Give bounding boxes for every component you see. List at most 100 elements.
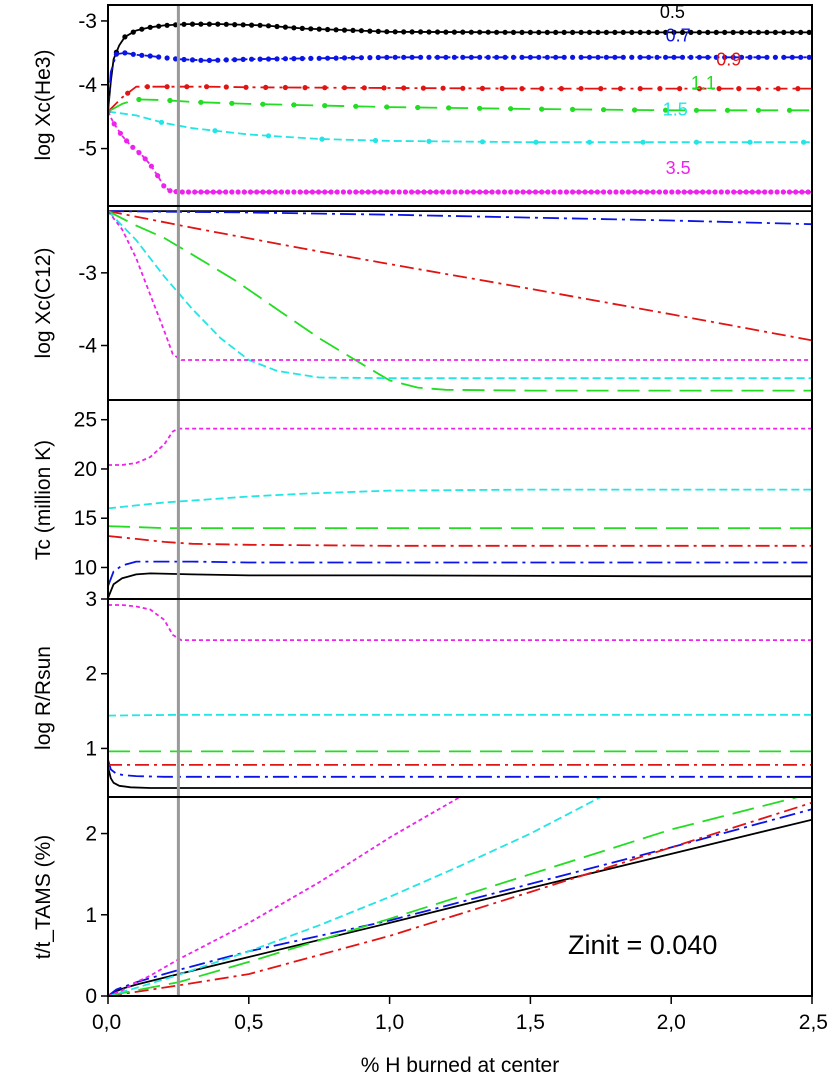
marker-3_5 [712, 189, 718, 195]
marker-3_5 [260, 189, 266, 195]
x-axis-label: % H burned at center [361, 1054, 559, 1077]
marker-0_7 [139, 52, 145, 58]
marker-0_9 [795, 86, 801, 92]
marker-3_5 [216, 189, 223, 195]
marker-3_5 [805, 189, 811, 195]
marker-3_5 [179, 189, 185, 195]
marker-3_5 [793, 189, 799, 195]
ytick-label-c12: -4 [78, 335, 97, 358]
series-line-tc-0_5 [108, 572, 812, 599]
marker-0_5 [502, 29, 508, 35]
marker-3_5 [539, 189, 545, 195]
marker-0_7 [122, 50, 128, 56]
marker-0_7 [367, 55, 373, 61]
marker-0_5 [755, 29, 762, 35]
marker-3_5 [291, 189, 297, 195]
marker-3_5 [111, 121, 117, 127]
frame-he3 [107, 4, 813, 207]
marker-3_5 [508, 189, 514, 195]
marker-0_5 [713, 29, 719, 35]
series-line-tc-0_7 [108, 560, 812, 587]
marker-0_7 [629, 54, 635, 60]
marker-1_5 [747, 139, 753, 145]
marker-0_7 [325, 55, 331, 61]
marker-0_5 [781, 29, 787, 35]
marker-0_5 [443, 29, 449, 35]
marker-0_9 [755, 86, 762, 92]
marker-3_5 [439, 189, 446, 195]
marker-1_5 [372, 137, 379, 144]
marker-3_5 [755, 189, 762, 195]
marker-1_5 [319, 136, 325, 142]
marker-1_1 [477, 105, 483, 111]
marker-0_5 [671, 29, 677, 35]
marker-0_5 [350, 27, 356, 33]
marker-0_9 [361, 85, 367, 91]
xtick-label: 1,5 [516, 1011, 545, 1034]
marker-0_5 [739, 29, 745, 35]
marker-0_7 [544, 54, 550, 60]
marker-0_5 [477, 29, 483, 35]
marker-3_5 [632, 189, 638, 195]
marker-1_5 [640, 139, 646, 145]
marker-0_5 [468, 29, 474, 35]
series-line-r-1_5 [108, 713, 812, 717]
marker-1_1 [229, 100, 235, 106]
marker-0_7 [392, 54, 398, 60]
marker-0_7 [308, 55, 314, 62]
marker-0_7 [688, 54, 694, 60]
marker-3_5 [601, 189, 607, 195]
marker-0_5 [586, 29, 593, 35]
marker-3_5 [142, 156, 148, 162]
marker-3_5 [316, 189, 322, 195]
marker-3_5 [477, 189, 483, 195]
marker-0_7 [671, 54, 677, 60]
marker-0_5 [603, 29, 610, 35]
marker-1_5 [479, 139, 486, 145]
series-line-c12-1_5 [108, 210, 812, 380]
marker-0_5 [375, 28, 381, 34]
marker-0_5 [806, 29, 812, 35]
marker-0_7 [679, 54, 686, 60]
marker-3_5 [768, 189, 774, 195]
ytick-label-r: 1 [85, 737, 97, 760]
marker-1_5 [265, 133, 272, 139]
ylabel-he3: log Xc(He3) [32, 50, 55, 161]
marker-3_5 [353, 189, 359, 195]
marker-0_5 [274, 23, 280, 30]
marker-0_5 [282, 24, 288, 30]
marker-0_7 [130, 51, 136, 57]
marker-0_5 [265, 23, 272, 29]
marker-0_5 [637, 29, 643, 35]
ylabel-r: log R/Rsun [32, 646, 55, 750]
marker-0_5 [189, 21, 196, 27]
marker-0_5 [595, 29, 601, 35]
marker-0_7 [299, 55, 305, 62]
marker-0_9 [736, 86, 742, 92]
marker-0_5 [798, 29, 804, 35]
marker-0_7 [536, 54, 542, 60]
marker-0_7 [232, 57, 238, 63]
marker-0_5 [772, 29, 779, 35]
ylabel-tc: Tc (million K) [32, 440, 55, 560]
panel-r: 1 2 3 log R/Rsun [32, 588, 812, 789]
marker-0_7 [713, 54, 719, 60]
marker-0_7 [426, 54, 432, 60]
marker-0_5 [679, 29, 686, 35]
marker-3_5 [743, 189, 749, 195]
marker-0_7 [654, 54, 660, 60]
marker-3_5 [204, 189, 210, 195]
marker-0_5 [325, 26, 331, 33]
marker-3_5 [402, 189, 408, 195]
series-label-3_5: 3.5 [666, 158, 691, 178]
marker-3_5 [557, 189, 563, 195]
marker-3_5 [520, 189, 526, 195]
series-line-t-0_9 [108, 801, 812, 996]
marker-0_5 [139, 26, 145, 32]
marker-3_5 [322, 189, 328, 195]
marker-3_5 [446, 189, 452, 195]
marker-0_7 [578, 54, 584, 60]
marker-0_7 [215, 57, 221, 63]
marker-0_5 [561, 29, 567, 35]
marker-3_5 [130, 144, 136, 150]
